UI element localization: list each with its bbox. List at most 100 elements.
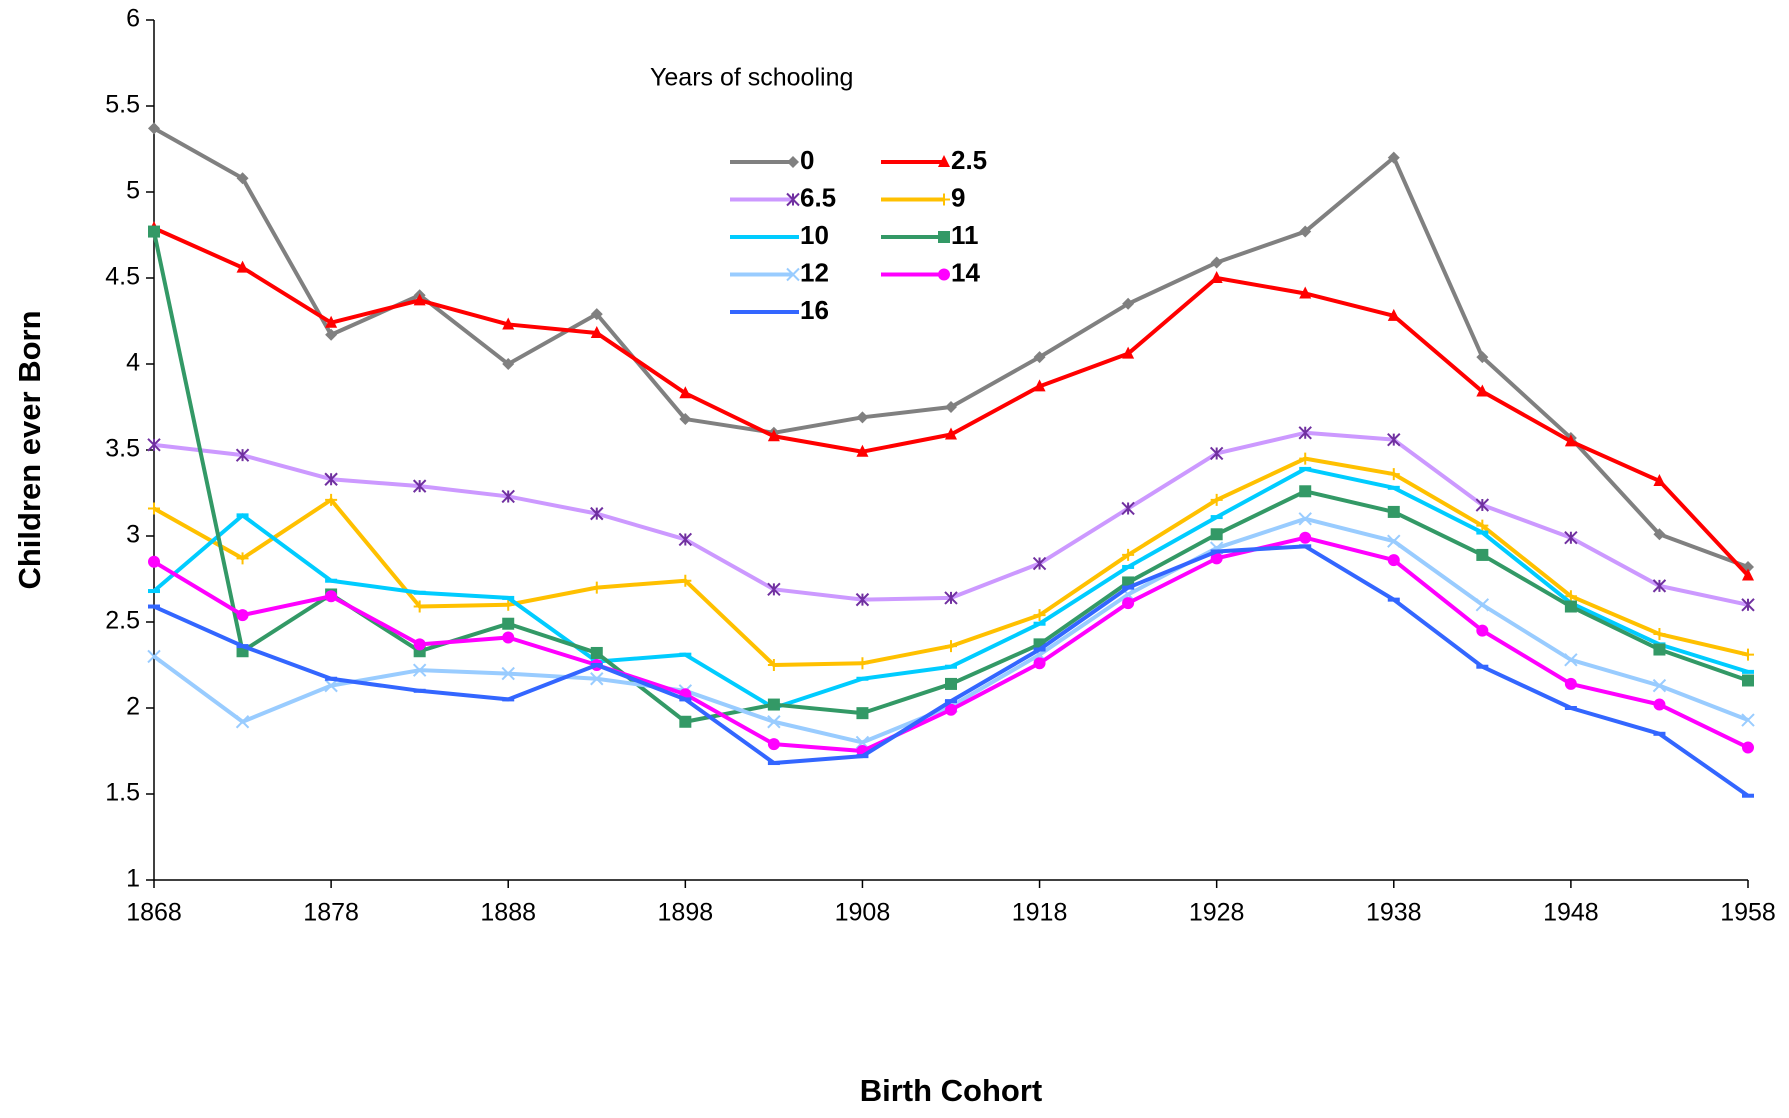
marker (148, 225, 160, 238)
marker (678, 532, 693, 547)
y-tick-label: 4.5 (105, 263, 140, 291)
marker (1564, 590, 1577, 603)
marker (855, 592, 870, 607)
x-tick-label: 1908 (835, 899, 891, 927)
y-tick-label: 1 (126, 865, 140, 893)
marker (679, 574, 692, 587)
marker (1564, 531, 1578, 545)
marker (944, 591, 958, 605)
marker (1564, 677, 1577, 690)
marker (1299, 452, 1312, 465)
marker (938, 231, 950, 243)
legend-label: 11 (951, 220, 979, 250)
marker (236, 609, 249, 622)
marker (413, 293, 426, 306)
marker (767, 698, 780, 711)
marker (325, 590, 338, 603)
marker (590, 308, 603, 321)
series-line (152, 466, 1749, 710)
marker (1033, 609, 1046, 622)
marker (1653, 528, 1666, 541)
marker (1122, 548, 1135, 561)
marker (679, 715, 692, 728)
y-tick-label: 4 (126, 349, 140, 377)
marker (1299, 485, 1312, 498)
marker (856, 707, 869, 720)
legend-label: 12 (800, 257, 829, 287)
marker (590, 672, 604, 686)
marker (767, 582, 781, 597)
marker (856, 444, 869, 457)
marker (1298, 426, 1312, 440)
marker (786, 192, 800, 207)
x-tick-label: 1868 (126, 899, 182, 927)
marker (1032, 556, 1047, 571)
x-tick-label: 1878 (303, 899, 359, 927)
marker (1476, 384, 1489, 397)
series-line (153, 430, 1749, 607)
marker (1653, 698, 1666, 711)
marker (1387, 432, 1401, 447)
marker (856, 657, 869, 670)
marker (1033, 351, 1046, 364)
marker (1652, 678, 1667, 693)
marker (1209, 446, 1224, 461)
marker (1564, 653, 1578, 667)
marker (945, 677, 957, 690)
marker (1475, 598, 1490, 612)
marker (590, 646, 603, 659)
marker (1210, 528, 1223, 541)
legend-label: 0 (800, 145, 814, 175)
marker (1033, 657, 1046, 670)
marker (938, 268, 950, 281)
marker (325, 328, 338, 341)
marker (502, 358, 515, 370)
marker (413, 600, 426, 613)
marker (1210, 552, 1223, 565)
marker (938, 193, 950, 206)
marker (501, 666, 515, 681)
marker (1387, 505, 1400, 518)
y-tick-label: 5.5 (105, 91, 140, 119)
marker (1741, 598, 1755, 612)
marker (1210, 493, 1223, 506)
marker (236, 552, 249, 565)
y-tick-label: 3.5 (105, 435, 140, 463)
legend-label: 6.5 (800, 182, 836, 212)
marker (236, 172, 249, 185)
marker (1742, 741, 1754, 754)
marker (235, 448, 250, 462)
legend-title: Years of schooling (650, 64, 853, 92)
marker (1741, 713, 1755, 727)
marker (1475, 498, 1490, 512)
marker (324, 678, 338, 693)
marker (412, 479, 427, 493)
y-tick-label: 6 (126, 5, 140, 33)
marker (945, 640, 957, 653)
marker (590, 506, 604, 521)
marker (1564, 434, 1577, 447)
marker (1299, 225, 1312, 238)
marker (1387, 534, 1401, 548)
y-tick-label: 3 (126, 521, 140, 549)
series-line (153, 544, 1750, 798)
x-tick-label: 1918 (1012, 899, 1068, 927)
marker (1476, 351, 1489, 364)
marker (1653, 628, 1666, 641)
marker (1387, 151, 1400, 164)
legend-label: 10 (800, 220, 829, 250)
marker (1742, 568, 1754, 581)
marker (1122, 346, 1135, 359)
marker (945, 427, 957, 440)
marker (767, 659, 780, 671)
marker (856, 411, 869, 424)
marker (147, 438, 161, 452)
x-tick-label: 1948 (1543, 899, 1599, 927)
legend-label: 9 (951, 182, 965, 212)
marker (1121, 501, 1135, 516)
marker (148, 122, 160, 135)
marker (1742, 648, 1754, 661)
marker (945, 401, 957, 413)
